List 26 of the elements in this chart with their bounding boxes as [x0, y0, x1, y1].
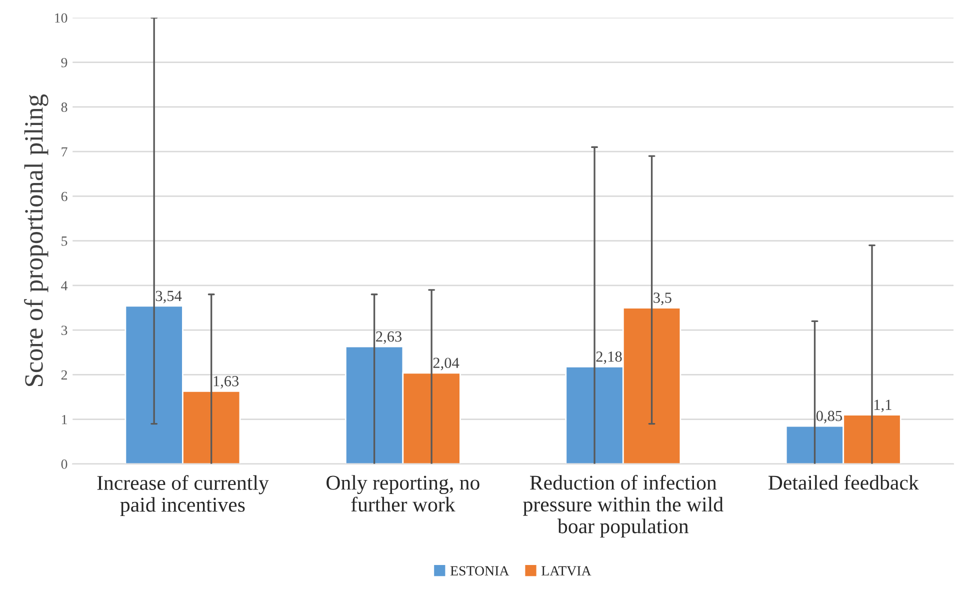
data-label: 3,54 — [156, 290, 182, 304]
data-label: 1,1 — [874, 400, 892, 412]
x-tick-label: Increase of currently paid incentives — [97, 475, 269, 516]
x-tick-label: Reduction of infection pressure within the wild boar population — [523, 474, 724, 538]
legend-label: ESTONIA — [450, 566, 510, 576]
y-tick-label: 9 — [61, 58, 68, 68]
data-label: 2,63 — [376, 331, 402, 344]
data-label: 3,5 — [654, 292, 672, 306]
data-label: 2,18 — [596, 351, 622, 364]
y-tick-label: 1 — [62, 414, 67, 424]
data-label: 2,04 — [433, 358, 460, 370]
y-tick-label: 6 — [61, 192, 68, 202]
y-tick-label: 3 — [61, 326, 68, 336]
y-tick-label: 5 — [62, 236, 68, 246]
y-tick-label: 2 — [61, 370, 67, 380]
y-tick-label: 7 — [62, 147, 68, 156]
y-axis-title: Score of proportional piling — [24, 94, 48, 386]
data-label: 0,85 — [816, 410, 842, 424]
y-tick-label: 0 — [61, 460, 68, 469]
legend-label: LATVIA — [542, 566, 592, 576]
x-tick-label: Detailed feedback — [768, 474, 919, 490]
y-tick-label: 10 — [55, 13, 68, 23]
data-label: 1,63 — [214, 376, 239, 389]
y-tick-label: 4 — [61, 281, 68, 290]
y-tick-label: 8 — [61, 102, 68, 112]
x-tick-label: Only reporting, no further work — [326, 475, 480, 512]
